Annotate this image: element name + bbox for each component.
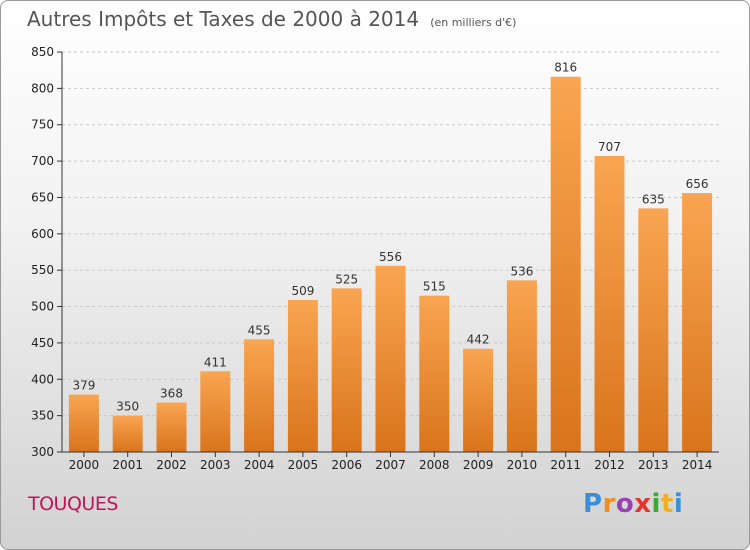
x-tick-label: 2013 bbox=[638, 458, 669, 472]
chart-title: Autres Impôts et Taxes de 2000 à 2014 (e… bbox=[27, 7, 516, 31]
bar-value-label: 536 bbox=[510, 264, 533, 278]
y-tick-label: 750 bbox=[31, 118, 54, 132]
y-tick-label: 650 bbox=[31, 190, 54, 204]
bar bbox=[112, 415, 143, 452]
bar bbox=[506, 280, 537, 452]
proxiti-logo: Proxiti bbox=[583, 489, 683, 519]
logo-letter: i bbox=[673, 489, 684, 519]
bar-value-label: 707 bbox=[598, 140, 621, 154]
x-tick-label: 2006 bbox=[331, 458, 362, 472]
x-tick-label: 2010 bbox=[507, 458, 538, 472]
bar bbox=[463, 348, 494, 452]
logo-letter: P bbox=[583, 489, 603, 519]
chart-title-main: Autres Impôts et Taxes de 2000 à 2014 bbox=[27, 7, 420, 31]
bar-value-label: 509 bbox=[291, 284, 314, 298]
bar bbox=[638, 208, 669, 452]
bar-value-label: 442 bbox=[467, 333, 490, 347]
bar bbox=[550, 76, 581, 453]
bar-value-label: 379 bbox=[72, 379, 95, 393]
x-tick-label: 2012 bbox=[594, 458, 625, 472]
y-tick-label: 600 bbox=[31, 227, 54, 241]
logo-letter: r bbox=[602, 489, 616, 519]
bar-value-label: 368 bbox=[160, 387, 183, 401]
x-tick-label: 2003 bbox=[200, 458, 231, 472]
y-tick-label: 550 bbox=[31, 263, 54, 277]
x-tick-label: 2011 bbox=[550, 458, 581, 472]
x-tick-label: 2005 bbox=[288, 458, 319, 472]
x-tick-label: 2001 bbox=[112, 458, 143, 472]
bar bbox=[156, 402, 187, 452]
x-tick-label: 2002 bbox=[156, 458, 187, 472]
y-tick-label: 450 bbox=[31, 336, 54, 350]
x-tick-label: 2000 bbox=[69, 458, 100, 472]
x-tick-label: 2004 bbox=[244, 458, 275, 472]
bar bbox=[200, 371, 231, 452]
x-tick-label: 2014 bbox=[682, 458, 713, 472]
y-tick-label: 850 bbox=[31, 45, 54, 59]
bar bbox=[682, 193, 713, 452]
chart-title-unit: (en milliers d'€) bbox=[430, 16, 517, 29]
logo-letter: t bbox=[660, 489, 674, 519]
logo-letter: i bbox=[651, 489, 661, 519]
bar-value-label: 556 bbox=[379, 250, 402, 264]
y-tick-label: 300 bbox=[31, 445, 54, 459]
bar-value-label: 525 bbox=[335, 272, 358, 286]
y-tick-label: 350 bbox=[31, 409, 54, 423]
bar-value-label: 455 bbox=[248, 323, 271, 337]
bar bbox=[375, 265, 406, 452]
y-tick-label: 700 bbox=[31, 154, 54, 168]
logo-letter: o bbox=[615, 489, 635, 519]
y-tick-label: 800 bbox=[31, 81, 54, 95]
bar-value-label: 350 bbox=[116, 400, 139, 414]
bar bbox=[419, 295, 450, 452]
bar bbox=[287, 300, 318, 452]
bar-value-label: 816 bbox=[554, 61, 577, 75]
place-name: TOUQUES bbox=[28, 493, 118, 515]
bar bbox=[331, 288, 362, 452]
bar bbox=[68, 394, 99, 452]
bar bbox=[244, 339, 275, 452]
x-tick-label: 2009 bbox=[463, 458, 494, 472]
x-tick-label: 2008 bbox=[419, 458, 450, 472]
bar-value-label: 411 bbox=[204, 355, 227, 369]
bar-value-label: 515 bbox=[423, 280, 446, 294]
bar-value-label: 635 bbox=[642, 192, 665, 206]
x-tick-label: 2007 bbox=[375, 458, 406, 472]
y-tick-label: 500 bbox=[31, 300, 54, 314]
bar bbox=[594, 156, 625, 452]
logo-letter: x bbox=[634, 489, 652, 519]
y-tick-label: 400 bbox=[31, 372, 54, 386]
bar-value-label: 656 bbox=[686, 177, 709, 191]
